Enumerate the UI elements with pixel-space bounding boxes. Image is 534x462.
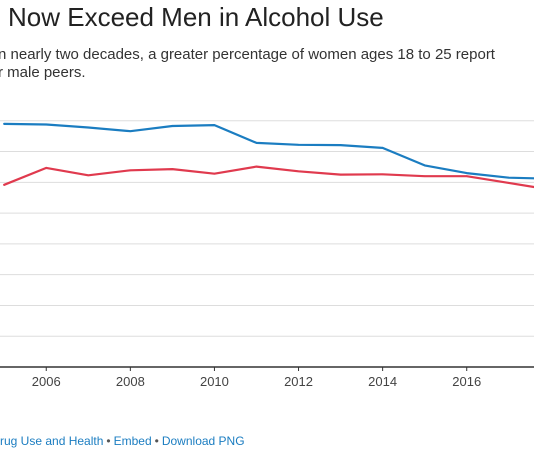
data-point [381,147,384,149]
footer-separator: • [106,434,111,448]
data-point [45,123,48,126]
data-point [423,175,426,177]
data-point [297,170,300,173]
chart-subtitle-line-2: r male peers. [0,64,86,81]
data-point [339,144,342,146]
data-point [507,176,510,179]
x-tick-label: 2008 [116,374,145,389]
data-point [3,123,6,125]
data-point [381,173,384,176]
series-line-men [3,122,534,180]
x-tick-label: 2012 [284,374,313,389]
x-tick-label: 2016 [452,374,481,389]
data-point [297,143,300,146]
footer-separator: • [154,434,159,448]
data-point [213,124,216,126]
data-point [171,125,174,127]
series-line-women [3,165,534,189]
data-point [87,174,90,177]
embed-link[interactable]: Embed [113,434,152,448]
x-tick-label: 2014 [368,374,397,389]
source-link[interactable]: rug Use and Health [0,434,104,448]
data-point [339,173,342,176]
chart-subtitle-line-1: n nearly two decades, a greater percenta… [0,46,495,63]
data-point [45,167,48,169]
data-point [3,183,6,186]
data-point [423,164,426,167]
data-point [87,126,90,129]
data-point [255,142,258,144]
data-point [255,165,258,168]
chart-footer: rug Use and Health • Embed • Download PNG [0,434,245,448]
data-point [129,130,132,133]
data-point [465,172,468,174]
data-point [507,182,510,184]
x-tick-label: 2010 [200,374,229,389]
x-tick-label: 2006 [32,374,61,389]
data-point [465,175,468,177]
download-png-link[interactable]: Download PNG [161,434,245,448]
data-point [213,172,216,175]
data-point [171,168,174,170]
data-point [129,169,132,172]
chart-title: Now Exceed Men in Alcohol Use [8,2,384,32]
